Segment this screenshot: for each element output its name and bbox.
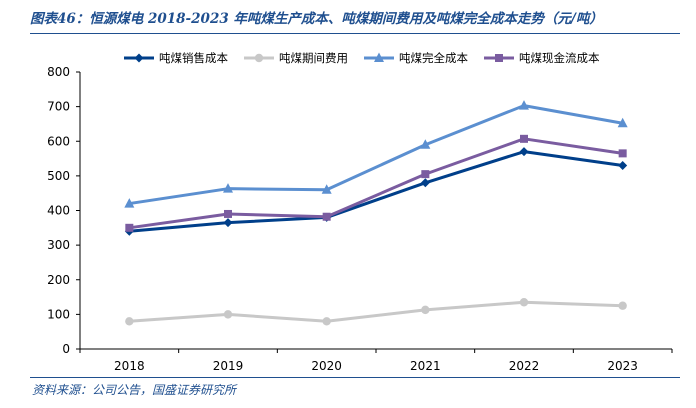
data-point — [420, 178, 430, 188]
series-3 — [124, 100, 628, 208]
data-point — [519, 147, 529, 157]
chart-legend: 吨煤销售成本 吨煤期间费用 吨煤完全成本 吨煤现金流成本 — [124, 51, 600, 65]
data-point — [520, 134, 528, 143]
data-point — [125, 223, 134, 232]
data-point — [124, 198, 135, 208]
legend-swatch-marker — [134, 53, 144, 63]
y-tick-label: 100 — [47, 307, 70, 321]
y-tick-label: 600 — [47, 134, 70, 148]
legend-swatch-marker — [495, 54, 503, 62]
data-point — [125, 317, 134, 326]
legend-label: 吨煤完全成本 — [399, 51, 468, 65]
series-line — [129, 300, 623, 323]
y-tick-label: 700 — [47, 100, 70, 114]
y-tick-label: 800 — [47, 65, 70, 79]
y-tick-label: 400 — [47, 204, 70, 218]
data-point — [519, 298, 529, 307]
data-point — [617, 117, 628, 128]
series-line — [129, 104, 623, 206]
data-point — [223, 183, 233, 193]
data-point — [421, 305, 430, 315]
x-tick-label: 2019 — [213, 359, 244, 373]
figure-title: 图表46：恒源煤电 2018-2023 年吨煤生产成本、吨煤期间费用及吨煤完全成… — [30, 11, 603, 27]
y-tick-label: 500 — [47, 169, 70, 183]
data-point — [519, 100, 529, 110]
y-tick-label: 0 — [62, 342, 70, 356]
series-4 — [125, 134, 627, 232]
title-divider — [30, 33, 680, 34]
y-tick-label: 200 — [47, 273, 70, 287]
x-tick-label: 2023 — [607, 359, 638, 373]
y-tick-label: 300 — [47, 238, 70, 252]
legend-swatch-marker — [374, 52, 384, 62]
legend-swatch-marker — [254, 53, 264, 63]
legend-label: 吨煤现金流成本 — [519, 51, 600, 65]
data-point — [223, 310, 233, 319]
source-note: 资料来源：公司公告，国盛证券研究所 — [32, 383, 237, 397]
legend-entry: 吨煤销售成本 — [124, 51, 228, 65]
x-tick-label: 2020 — [311, 359, 342, 373]
plot-area — [124, 100, 628, 326]
x-tick-label: 2021 — [410, 359, 441, 373]
data-point — [223, 218, 233, 228]
series-line — [129, 137, 623, 230]
data-point — [421, 170, 430, 179]
data-point — [420, 139, 431, 149]
data-point — [224, 209, 232, 218]
data-point — [618, 301, 627, 310]
x-axis: 2018 2019 2020 2021 2022 2023 — [79, 348, 673, 373]
legend-entry: 吨煤期间费用 — [244, 51, 348, 65]
series-2 — [125, 298, 627, 326]
data-point — [321, 184, 332, 194]
data-point — [322, 212, 331, 221]
data-point — [618, 149, 627, 158]
y-axis: 0 100 200 300 400 500 600 700 800 — [47, 65, 81, 356]
legend-label: 吨煤销售成本 — [159, 51, 228, 65]
data-point — [618, 160, 628, 170]
source-divider — [30, 377, 680, 378]
series-line — [129, 150, 623, 233]
legend-entry: 吨煤完全成本 — [364, 51, 468, 65]
x-tick-label: 2018 — [114, 359, 145, 373]
legend-label: 吨煤期间费用 — [279, 51, 348, 65]
legend-entry: 吨煤现金流成本 — [484, 51, 600, 65]
data-point — [322, 317, 331, 326]
x-tick-label: 2022 — [509, 359, 540, 373]
